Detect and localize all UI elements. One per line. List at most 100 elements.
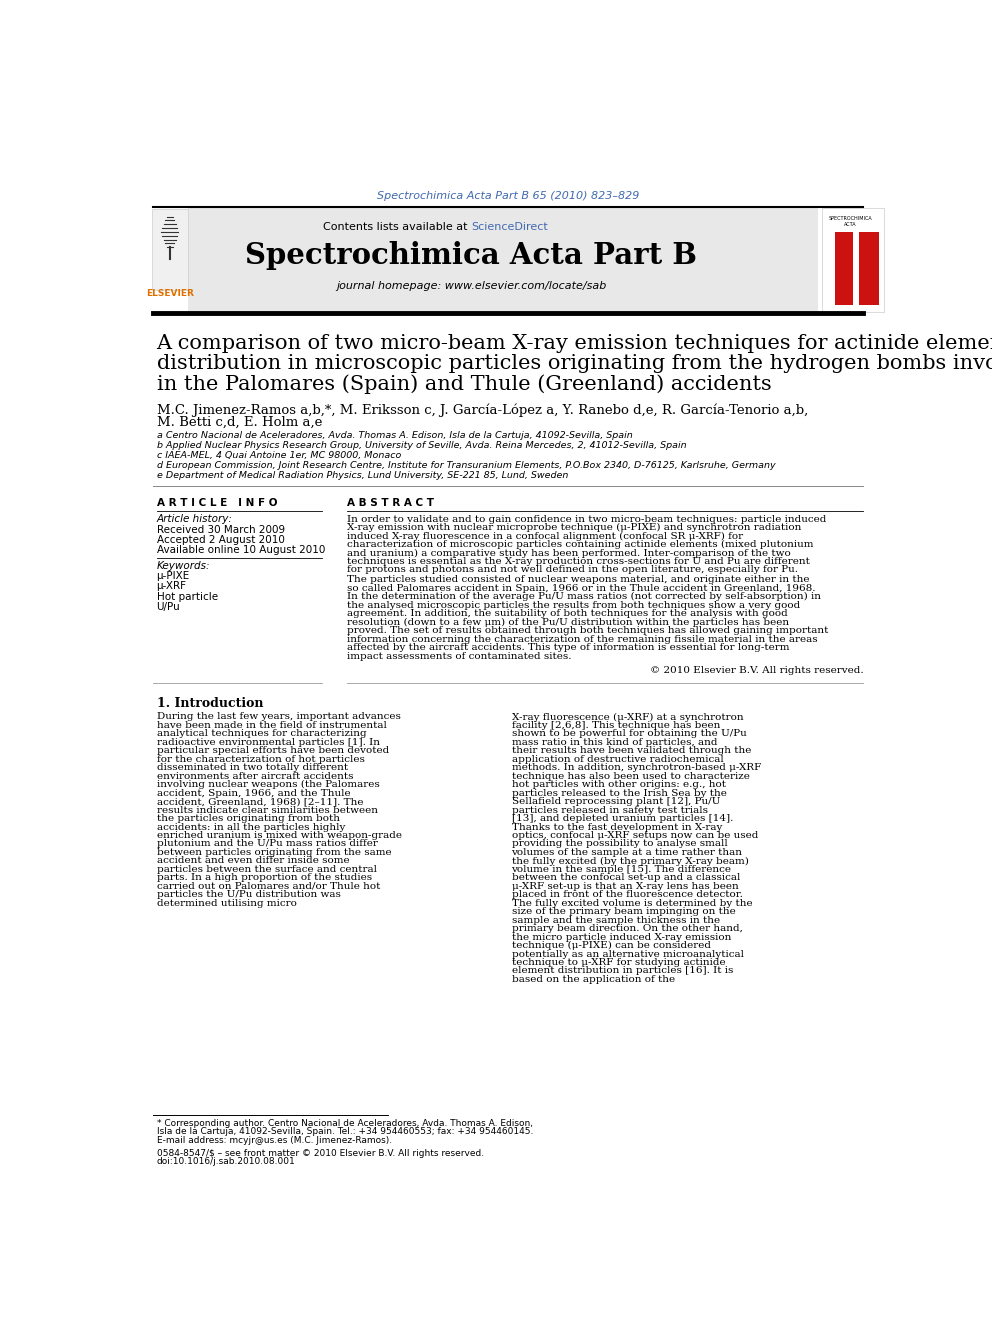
Text: methods. In addition, synchrotron-based μ-XRF: methods. In addition, synchrotron-based … [512, 763, 761, 773]
Text: technique (μ-PIXE) can be considered: technique (μ-PIXE) can be considered [512, 941, 710, 950]
Text: Keywords:: Keywords: [157, 561, 210, 572]
Text: the micro particle induced X-ray emission: the micro particle induced X-ray emissio… [512, 933, 731, 942]
Text: plutonium and the U/Pu mass ratios differ: plutonium and the U/Pu mass ratios diffe… [157, 839, 377, 848]
Text: potentially as an alternative microanalytical: potentially as an alternative microanaly… [512, 950, 743, 959]
Text: between the confocal set-up and a classical: between the confocal set-up and a classi… [512, 873, 740, 882]
Text: their results have been validated through the: their results have been validated throug… [512, 746, 751, 755]
Text: results indicate clear similarities between: results indicate clear similarities betw… [157, 806, 378, 815]
Text: sample and the sample thickness in the: sample and the sample thickness in the [512, 916, 719, 925]
Text: particles released to the Irish Sea by the: particles released to the Irish Sea by t… [512, 789, 726, 798]
Text: resolution (down to a few μm) of the Pu/U distribution within the particles has : resolution (down to a few μm) of the Pu/… [347, 618, 790, 627]
Text: volumes of the sample at a time rather than: volumes of the sample at a time rather t… [512, 848, 742, 857]
Text: A R T I C L E   I N F O: A R T I C L E I N F O [157, 497, 277, 508]
Bar [835, 232, 879, 306]
Text: © 2010 Elsevier B.V. All rights reserved.: © 2010 Elsevier B.V. All rights reserved… [650, 667, 863, 675]
Text: particles between the surface and central: particles between the surface and centra… [157, 865, 377, 875]
Text: M. Betti c,d, E. Holm a,e: M. Betti c,d, E. Holm a,e [157, 415, 322, 429]
Text: facility [2,6,8]. This technique has been: facility [2,6,8]. This technique has bee… [512, 721, 720, 730]
Bar [186, 208, 817, 312]
Text: technique to μ-XRF for studying actinide: technique to μ-XRF for studying actinide [512, 958, 725, 967]
Text: In order to validate and to gain confidence in two micro-beam techniques: partic: In order to validate and to gain confide… [347, 515, 826, 524]
Text: volume in the sample [15]. The difference: volume in the sample [15]. The differenc… [512, 865, 731, 875]
Text: affected by the aircraft accidents. This type of information is essential for lo: affected by the aircraft accidents. This… [347, 643, 790, 652]
Text: for the characterization of hot particles: for the characterization of hot particle… [157, 754, 364, 763]
Text: application of destructive radiochemical: application of destructive radiochemical [512, 754, 723, 763]
Text: Received 30 March 2009: Received 30 March 2009 [157, 524, 285, 534]
Bar [852, 232, 859, 306]
Text: radioactive environmental particles [1]. In: radioactive environmental particles [1].… [157, 738, 380, 746]
Text: U/Pu: U/Pu [157, 602, 181, 611]
Text: technique has also been used to characterize: technique has also been used to characte… [512, 771, 749, 781]
Text: ELSEVIER: ELSEVIER [146, 288, 193, 298]
Text: X-ray fluorescence (μ-XRF) at a synchrotron: X-ray fluorescence (μ-XRF) at a synchrot… [512, 712, 743, 721]
Text: Article history:: Article history: [157, 515, 232, 524]
Text: in the Palomares (Spain) and Thule (Greenland) accidents: in the Palomares (Spain) and Thule (Gree… [157, 374, 772, 394]
Text: Isla de la Cartuja, 41092-Sevilla, Spain. Tel.: +34 954460553; fax: +34 95446014: Isla de la Cartuja, 41092-Sevilla, Spain… [157, 1127, 533, 1136]
Text: 0584-8547/$ – see front matter © 2010 Elsevier B.V. All rights reserved.: 0584-8547/$ – see front matter © 2010 El… [157, 1148, 484, 1158]
Text: hot particles with other origins: e.g., hot: hot particles with other origins: e.g., … [512, 781, 725, 789]
Text: [13], and depleted uranium particles [14].: [13], and depleted uranium particles [14… [512, 814, 733, 823]
Text: particular special efforts have been devoted: particular special efforts have been dev… [157, 746, 389, 755]
Text: particles released in safety test trials: particles released in safety test trials [512, 806, 707, 815]
Text: so called Palomares accident in Spain, 1966 or in the Thule accident in Greenlan: so called Palomares accident in Spain, 1… [347, 583, 815, 593]
Text: 1. Introduction: 1. Introduction [157, 697, 263, 710]
Text: doi:10.1016/j.sab.2010.08.001: doi:10.1016/j.sab.2010.08.001 [157, 1158, 296, 1167]
Text: E-mail address: mcyjr@us.es (M.C. Jimenez-Ramos).: E-mail address: mcyjr@us.es (M.C. Jimene… [157, 1136, 392, 1144]
Text: SPECTROCHIMICA: SPECTROCHIMICA [828, 217, 872, 221]
Bar [151, 208, 188, 312]
Text: have been made in the field of instrumental: have been made in the field of instrumen… [157, 721, 387, 730]
Text: A comparison of two micro-beam X-ray emission techniques for actinide elemental: A comparison of two micro-beam X-ray emi… [157, 335, 992, 353]
Text: A B S T R A C T: A B S T R A C T [347, 497, 434, 508]
Text: size of the primary beam impinging on the: size of the primary beam impinging on th… [512, 908, 735, 917]
Text: Available online 10 August 2010: Available online 10 August 2010 [157, 545, 325, 554]
Bar [152, 209, 187, 290]
Text: X-ray emission with nuclear microprobe technique (μ-PIXE) and synchrotron radiat: X-ray emission with nuclear microprobe t… [347, 523, 802, 532]
Text: analytical techniques for characterizing: analytical techniques for characterizing [157, 729, 366, 738]
Text: based on the application of the: based on the application of the [512, 975, 675, 984]
Text: Thanks to the fast development in X-ray: Thanks to the fast development in X-ray [512, 823, 722, 831]
Bar [821, 208, 884, 312]
Text: between particles originating from the same: between particles originating from the s… [157, 848, 391, 857]
Text: Sellafield reprocessing plant [12], Pu/U: Sellafield reprocessing plant [12], Pu/U [512, 796, 720, 806]
Text: μ-XRF: μ-XRF [157, 582, 186, 591]
Text: determined utilising micro: determined utilising micro [157, 898, 297, 908]
Text: mass ratio in this kind of particles, and: mass ratio in this kind of particles, an… [512, 738, 717, 746]
Text: environments after aircraft accidents: environments after aircraft accidents [157, 771, 353, 781]
Text: shown to be powerful for obtaining the U/Pu: shown to be powerful for obtaining the U… [512, 729, 746, 738]
Text: distribution in microscopic particles originating from the hydrogen bombs involv: distribution in microscopic particles or… [157, 355, 992, 373]
Text: Hot particle: Hot particle [157, 591, 217, 602]
Text: parts. In a high proportion of the studies: parts. In a high proportion of the studi… [157, 873, 372, 882]
Text: for protons and photons and not well defined in the open literature, especially : for protons and photons and not well def… [347, 565, 799, 574]
Text: the fully excited (by the primary X-ray beam): the fully excited (by the primary X-ray … [512, 856, 748, 865]
Text: particles the U/Pu distribution was: particles the U/Pu distribution was [157, 890, 340, 900]
Text: c IAEA-MEL, 4 Quai Antoine 1er, MC 98000, Monaco: c IAEA-MEL, 4 Quai Antoine 1er, MC 98000… [157, 451, 401, 460]
Text: Spectrochimica Acta Part B: Spectrochimica Acta Part B [245, 241, 697, 270]
Text: ScienceDirect: ScienceDirect [471, 221, 548, 232]
Text: providing the possibility to analyse small: providing the possibility to analyse sma… [512, 839, 727, 848]
Text: agreement. In addition, the suitability of both techniques for the analysis with: agreement. In addition, the suitability … [347, 609, 788, 618]
Text: e Department of Medical Radiation Physics, Lund University, SE-221 85, Lund, Swe: e Department of Medical Radiation Physic… [157, 471, 568, 480]
Text: μ-XRF set-up is that an X-ray lens has been: μ-XRF set-up is that an X-ray lens has b… [512, 882, 738, 890]
Text: proved. The set of results obtained through both techniques has allowed gaining : proved. The set of results obtained thro… [347, 626, 828, 635]
Text: involving nuclear weapons (the Palomares: involving nuclear weapons (the Palomares [157, 781, 379, 790]
Text: accidents: in all the particles highly: accidents: in all the particles highly [157, 823, 345, 831]
Text: accident and even differ inside some: accident and even differ inside some [157, 856, 349, 865]
Text: impact assessments of contaminated sites.: impact assessments of contaminated sites… [347, 651, 571, 660]
Text: μ-PIXE: μ-PIXE [157, 572, 189, 582]
Text: information concerning the characterization of the remaining fissile material in: information concerning the characterizat… [347, 635, 817, 643]
Text: characterization of microscopic particles containing actinide elements (mixed pl: characterization of microscopic particle… [347, 540, 813, 549]
Text: optics, confocal μ-XRF setups now can be used: optics, confocal μ-XRF setups now can be… [512, 831, 758, 840]
Text: Contents lists available at: Contents lists available at [323, 221, 471, 232]
Text: a Centro Nacional de Aceleradores, Avda. Thomas A. Edison, Isla de la Cartuja, 4: a Centro Nacional de Aceleradores, Avda.… [157, 431, 632, 441]
Text: placed in front of the fluorescence detector.: placed in front of the fluorescence dete… [512, 890, 742, 900]
Text: and uranium) a comparative study has been performed. Inter-comparison of the two: and uranium) a comparative study has bee… [347, 548, 791, 557]
Text: induced X-ray fluorescence in a confocal alignment (confocal SR μ-XRF) for: induced X-ray fluorescence in a confocal… [347, 532, 743, 541]
Text: primary beam direction. On the other hand,: primary beam direction. On the other han… [512, 925, 742, 933]
Text: Spectrochimica Acta Part B 65 (2010) 823–829: Spectrochimica Acta Part B 65 (2010) 823… [377, 191, 640, 201]
Text: the analysed microscopic particles the results from both techniques show a very : the analysed microscopic particles the r… [347, 601, 801, 610]
Text: accident, Greenland, 1968) [2–11]. The: accident, Greenland, 1968) [2–11]. The [157, 796, 363, 806]
Text: the particles originating from both: the particles originating from both [157, 814, 339, 823]
Text: enriched uranium is mixed with weapon-grade: enriched uranium is mixed with weapon-gr… [157, 831, 402, 840]
Text: b Applied Nuclear Physics Research Group, University of Seville, Avda. Reina Mer: b Applied Nuclear Physics Research Group… [157, 442, 686, 450]
Text: disseminated in two totally different: disseminated in two totally different [157, 763, 347, 773]
